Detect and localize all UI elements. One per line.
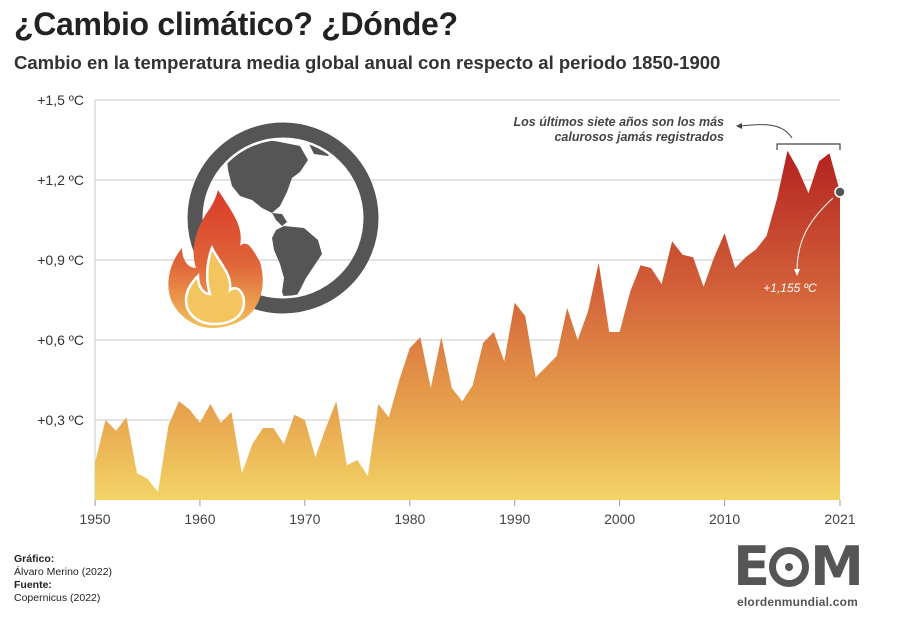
annotation-arrow [739,124,793,139]
highlight-bracket [776,143,841,150]
y-tick-label: +0,9 ºC [37,252,84,268]
x-axis-labels: 1950 1960 1970 1980 1990 2000 2010 2021 [79,500,856,527]
earth-with-flame-icon [168,122,379,328]
y-tick-label: +0,6 ºC [37,332,84,348]
credits-author: Álvaro Merino (2022) [14,566,113,578]
x-tick-label: 2000 [604,511,635,527]
credits-source: Copernicus (2022) [14,592,101,604]
annotation: Los últimos siete años son los más calur… [514,115,846,295]
x-tick-label: 1970 [289,511,320,527]
credits-source-label: Fuente: [14,579,52,591]
logo-url: elordenmundial.com [737,595,858,609]
annotation-line2: calurosos jamás registrados [554,130,724,144]
annotation-line1: Los últimos siete años son los más [514,115,725,129]
x-tick-label: 1960 [184,511,215,527]
temperature-area [95,150,840,500]
logo-o-icon [769,547,810,587]
y-tick-label: +0,3 ºC [37,412,84,428]
x-tick-label: 1990 [499,511,530,527]
x-tick-label: 2021 [824,511,855,527]
flame-inner [184,244,246,326]
last-value-dot [834,186,846,198]
x-tick-label: 2010 [709,511,740,527]
credits-chart-label: Gráfico: [14,553,55,565]
value-arrow-head [794,269,800,276]
x-tick-label: 1950 [79,511,110,527]
last-value-label: +1,155 ºC [763,281,817,295]
y-tick-label: +1,5 ºC [37,92,84,108]
credits: Gráfico: Álvaro Merino (2022) Fuente: Co… [14,553,112,605]
y-tick-label: +1,2 ºC [37,172,84,188]
value-arrow [796,197,834,273]
chart-title: ¿Cambio climático? ¿Dónde? [14,6,458,42]
y-axis-labels: +0,3 ºC +0,6 ºC +0,9 ºC +1,2 ºC +1,5 ºC [37,92,84,428]
chart-subtitle: Cambio en la temperatura media global an… [14,52,721,73]
x-tick-label: 1980 [394,511,425,527]
